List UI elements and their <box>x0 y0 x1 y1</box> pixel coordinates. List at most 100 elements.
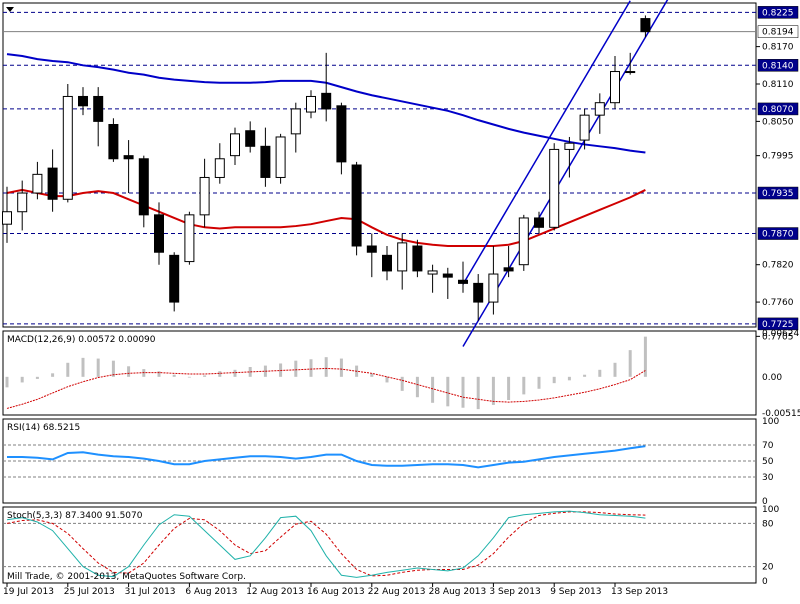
rsi-axis-label: 0 <box>762 497 768 507</box>
stoch-axis-label: 80 <box>762 519 774 529</box>
candle-body <box>199 176 210 216</box>
time-axis-label: 16 Aug 2013 <box>307 587 365 597</box>
price-level-box <box>757 102 799 116</box>
rsi-axis-label: 30 <box>762 473 774 483</box>
price-level-label: 0.7870 <box>762 230 794 240</box>
candle-body <box>78 95 88 107</box>
candle-body <box>579 114 590 141</box>
stoch-label: Stoch(5,3,3) 87.3400 91.5070 <box>7 511 143 521</box>
price-axis-label: 0.7995 <box>762 152 794 162</box>
price-level-label: 0.7935 <box>762 189 794 199</box>
rsi-line <box>7 445 646 469</box>
candle-body <box>549 148 560 228</box>
candle-body <box>412 245 423 272</box>
time-axis-label: 6 Aug 2013 <box>185 587 237 597</box>
price-axis-label: 0.7760 <box>762 298 794 308</box>
price-level-box <box>757 59 799 72</box>
candle-body <box>503 267 514 272</box>
candle-body <box>366 245 377 253</box>
time-axis-label: 28 Aug 2013 <box>429 587 487 597</box>
candle-body <box>442 273 453 278</box>
candle-body <box>138 158 149 216</box>
time-axis-label: 13 Sep 2013 <box>611 587 668 597</box>
time-axis-label: 31 Jul 2013 <box>125 587 176 597</box>
candle-body <box>458 279 468 284</box>
time-axis-label: 19 Jul 2013 <box>3 587 54 597</box>
stoch-axis-label: 0 <box>762 577 768 587</box>
time-axis-label: 12 Aug 2013 <box>246 587 304 597</box>
time-axis-label: 9 Sep 2013 <box>550 587 601 597</box>
candle-body <box>594 102 605 116</box>
candle-body <box>245 130 256 147</box>
candle-body <box>154 214 164 253</box>
candle-body <box>625 71 636 74</box>
channel-lower-line <box>462 0 669 347</box>
price-level-box <box>757 186 799 200</box>
candle-body <box>518 217 529 266</box>
price-level-box <box>757 6 799 19</box>
candle-body <box>610 71 620 104</box>
channel-upper-line <box>462 0 631 285</box>
price-level-label: 0.8070 <box>762 105 794 115</box>
time-axis-label: 25 Jul 2013 <box>64 587 115 597</box>
chart-scroll-marker-icon[interactable] <box>6 7 14 12</box>
macd-label: MACD(12,26,9) 0.00572 0.00090 <box>7 335 156 345</box>
candle-body <box>321 92 332 110</box>
candle-body <box>488 273 499 303</box>
candle-body <box>564 142 575 150</box>
stoch-panel <box>2 506 757 584</box>
rsi-axis-label: 100 <box>762 417 779 427</box>
candle-body <box>260 145 271 178</box>
time-axis-label: 3 Sep 2013 <box>489 587 540 597</box>
candle-body <box>336 105 347 163</box>
candle-body <box>47 167 58 200</box>
price-panel <box>2 2 757 328</box>
copyright-text: Mill Trade, © 2001-2013, MetaQuotes Soft… <box>7 572 246 582</box>
macd-axis-label: 0.00624 <box>762 329 799 339</box>
price-axis-label: 0.8170 <box>762 43 794 53</box>
candle-body <box>214 158 225 178</box>
price-axis-label: 0.8050 <box>762 117 794 127</box>
candle-body <box>290 108 301 135</box>
stoch-k-line <box>6 510 646 578</box>
macd-signal-line <box>6 367 646 409</box>
price-level-box <box>757 227 799 240</box>
time-axis-label: 22 Aug 2013 <box>368 587 426 597</box>
rsi-axis-label: 50 <box>762 457 774 467</box>
candle-body <box>640 18 651 33</box>
price-axis-label: 0.7820 <box>762 261 794 271</box>
price-axis-label: 0.8110 <box>762 80 794 90</box>
candle-body <box>93 95 104 122</box>
candle-body <box>62 95 73 200</box>
rsi-axis-label: 70 <box>762 441 774 451</box>
price-level-label: 0.8225 <box>762 8 794 18</box>
candle-body <box>306 95 316 113</box>
candle-body <box>473 282 484 303</box>
candle-body <box>123 155 134 160</box>
candle-body <box>17 192 28 213</box>
candle-body <box>169 254 180 303</box>
stoch-axis-label: 20 <box>762 563 774 573</box>
candle-body <box>275 136 286 178</box>
price-level-label: 0.8194 <box>762 28 794 38</box>
candle-body <box>184 214 195 263</box>
candle-body <box>230 133 240 157</box>
candle-body <box>108 124 119 160</box>
ma-red-line <box>6 188 646 247</box>
candle-body <box>534 217 544 228</box>
price-level-label: 0.8140 <box>762 61 794 71</box>
rsi-label: RSI(14) 68.5215 <box>7 423 80 433</box>
candle-body <box>351 164 362 247</box>
price-level-label: 0.7725 <box>762 320 794 330</box>
price-level-box <box>757 317 799 331</box>
candle-body <box>427 270 438 275</box>
candle-body <box>397 242 408 272</box>
candle-body <box>382 254 392 272</box>
candle-body <box>32 173 43 194</box>
price-level-box <box>757 25 799 38</box>
macd-axis-label: 0.00 <box>762 373 782 383</box>
macd-axis-label: -0.00515 <box>762 409 800 419</box>
candle-body <box>2 211 12 225</box>
stoch-axis-label: 100 <box>762 505 779 515</box>
